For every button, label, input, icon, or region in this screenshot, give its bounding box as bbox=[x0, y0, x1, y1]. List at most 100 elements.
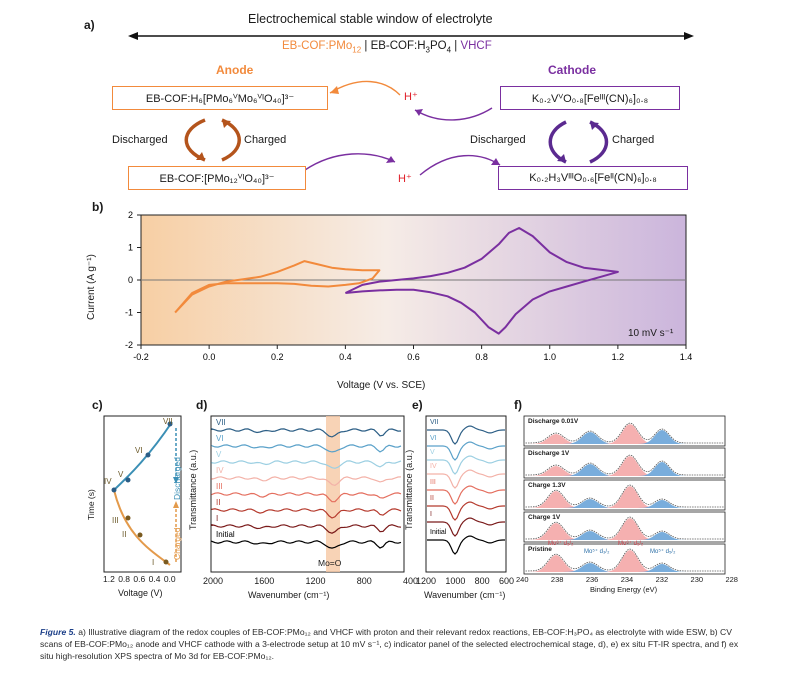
d-annotation: Mo=O bbox=[318, 558, 342, 568]
ftir-line-III bbox=[211, 492, 402, 503]
ftir-zoom-line-IV bbox=[427, 469, 505, 489]
cv-ytick-label: 2 bbox=[128, 210, 133, 220]
ftir-zoom-label-III: III bbox=[430, 479, 436, 486]
c-xtick: 0.8 bbox=[118, 574, 131, 584]
xps-peak-3-1 bbox=[557, 531, 623, 540]
panel-a-arrows bbox=[128, 32, 694, 176]
ftir-label-III: III bbox=[216, 482, 223, 491]
c-xtick: 0.6 bbox=[133, 574, 146, 584]
ftir-line-VII bbox=[211, 428, 402, 438]
proton-top: H⁺ bbox=[404, 91, 418, 103]
cv-series-EB-COF:PMo12 bbox=[174, 260, 381, 314]
d-xtick: 1200 bbox=[305, 576, 326, 586]
ftir-zoom-line-V bbox=[427, 455, 505, 475]
e-xtick: 1200 bbox=[416, 576, 437, 586]
ftir-label-Initial: Initial bbox=[216, 530, 235, 539]
ftir-zoom-label-Initial: Initial bbox=[430, 529, 447, 536]
ftir-line-Initial bbox=[211, 540, 402, 549]
c-xticks: 1.2 0.8 0.6 0.4 0.0 bbox=[103, 574, 176, 584]
xps-peak-1-2 bbox=[597, 456, 663, 476]
xps-peak-0-1 bbox=[557, 432, 623, 444]
ftir-label-IV: IV bbox=[216, 466, 224, 475]
cell-mid: | EB-COF:H bbox=[361, 40, 426, 52]
ftir-label-I: I bbox=[216, 514, 219, 523]
ftir-zoom-line-Initial bbox=[427, 535, 505, 555]
xps-peak-2-0 bbox=[523, 491, 589, 508]
cv-xtick-label: 0.0 bbox=[203, 352, 216, 362]
anode-reduced-formula: EB-COF:H₆[PMo₆ⱽMo₆ⱽᴵO₄₀]³⁻ bbox=[145, 92, 295, 105]
cv-xtick-label: 0.2 bbox=[271, 352, 284, 362]
xps-peak-1-0 bbox=[523, 466, 589, 476]
xps-peak-4-1 bbox=[557, 563, 623, 572]
xps-spectrum-label: Charge 1V bbox=[528, 514, 561, 521]
peak-mo5-d52: Mo⁵⁺ d₅/₂ bbox=[650, 549, 676, 555]
c-xlabel: Voltage (V) bbox=[118, 588, 163, 598]
anode-charged: Charged bbox=[244, 134, 287, 146]
cv-xtick-label: 1.2 bbox=[612, 352, 625, 362]
stage-VI: VI bbox=[135, 446, 143, 455]
panel-f-label: f) bbox=[514, 398, 522, 412]
ftir-zoom-line-VI bbox=[427, 441, 505, 461]
xps-peak-0-2 bbox=[597, 424, 663, 444]
panel-e-label: e) bbox=[412, 398, 423, 412]
peak-mo6-d32: Mo⁶⁺ d₃/₂ bbox=[548, 541, 574, 547]
f-xtick: 238 bbox=[550, 575, 564, 584]
cv-ylabel: Current (A g⁻¹) bbox=[86, 254, 97, 320]
stage-II: II bbox=[122, 530, 127, 539]
ftir-zoom-line-I bbox=[427, 517, 505, 537]
f-xtick: 236 bbox=[585, 575, 599, 584]
xps-peak-4-2 bbox=[597, 550, 663, 572]
d-xtick: 1600 bbox=[254, 576, 275, 586]
panel-d-label: d) bbox=[196, 398, 208, 412]
peak-mo5-d32: Mo⁵⁺ d₃/₂ bbox=[584, 549, 610, 555]
anode-discharged: Discharged bbox=[112, 134, 168, 146]
panel-c-label: c) bbox=[92, 398, 103, 412]
anode-reduced-box: EB-COF:H₆[PMo₆ⱽMo₆ⱽᴵO₄₀]³⁻ bbox=[112, 86, 328, 110]
peak-mo6-d52: Mo⁶⁺ d₅/₂ bbox=[618, 541, 644, 547]
d-xtick: 2000 bbox=[203, 576, 224, 586]
stage-III: III bbox=[112, 516, 119, 525]
e-xtick: 600 bbox=[498, 576, 514, 586]
e-xlabel: Wavenumber (cm⁻¹) bbox=[424, 590, 506, 600]
c-xtick: 0.0 bbox=[163, 574, 176, 584]
cv-xtick-label: 1.0 bbox=[543, 352, 556, 362]
indicator-chart bbox=[103, 415, 182, 573]
ftir-label-VI: VI bbox=[216, 434, 224, 443]
xps-peak-1-1 bbox=[557, 464, 623, 476]
f-xlabel: Binding Energy (eV) bbox=[590, 585, 658, 594]
xps-peak-3-0 bbox=[523, 523, 589, 540]
ftir-line-IV bbox=[211, 476, 402, 487]
f-xticks: 240 238 236 234 232 230 228 bbox=[516, 575, 738, 584]
xps-peak-0-3 bbox=[632, 430, 692, 444]
cv-ytick-label: -1 bbox=[125, 308, 133, 318]
ftir-zoom-label-VII: VII bbox=[430, 419, 439, 426]
c-xtick: 1.2 bbox=[103, 574, 115, 584]
e-xticks: 1200 1000 800 600 bbox=[416, 576, 514, 586]
xps-peak-3-2 bbox=[597, 518, 663, 540]
cv-xtick-label: 0.4 bbox=[339, 352, 352, 362]
cell-notation: EB-COF:PMo12 | EB-COF:H3PO4 | VHCF bbox=[282, 40, 492, 54]
cathode-reduced-formula: K₀.₂H₃VᴵᴵᴵO₀.₆[Feᴵᴵ(CN)₆]₀.₈ bbox=[529, 172, 657, 184]
ftir-zoom-label-VI: VI bbox=[430, 435, 437, 442]
cell-sep: | bbox=[451, 40, 461, 52]
xps-peak-2-1 bbox=[557, 499, 623, 508]
ftir-zoom-chart bbox=[425, 415, 507, 573]
ftir-label-II: II bbox=[216, 498, 221, 507]
e-xtick: 800 bbox=[474, 576, 490, 586]
cv-xtick-label: 0.6 bbox=[407, 352, 420, 362]
xps-peak-1-3 bbox=[632, 462, 692, 476]
caption-label: Figure 5. bbox=[40, 627, 76, 637]
xps-spectrum-label: Charge 1.3V bbox=[528, 482, 566, 489]
xps-peak-4-0 bbox=[523, 555, 589, 572]
d-xtick: 800 bbox=[356, 576, 372, 586]
anode-label: Anode bbox=[216, 63, 254, 77]
cell-left-sub: 12 bbox=[352, 45, 362, 55]
ftir-zoom-label-IV: IV bbox=[430, 463, 437, 470]
cathode-oxidized-box: K₀.₂VⱽO₀.₈[Feᴵᴵᴵ(CN)₆]₀.₈ bbox=[500, 86, 680, 110]
cathode-charged: Charged bbox=[612, 134, 655, 146]
xps-peak-0-0 bbox=[523, 434, 589, 444]
xps-chart bbox=[523, 415, 726, 575]
d-xticks: 2000 1600 1200 800 400 bbox=[203, 576, 418, 586]
f-xtick: 240 bbox=[516, 575, 529, 584]
stage-VII: VII bbox=[163, 417, 173, 426]
